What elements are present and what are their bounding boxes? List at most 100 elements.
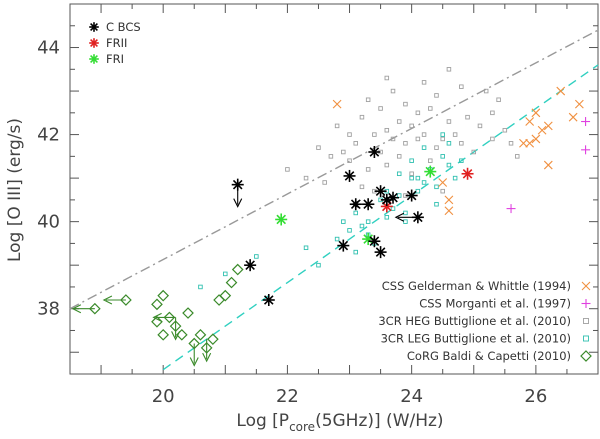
- data-point: [409, 175, 414, 181]
- data-point: [225, 276, 238, 289]
- data-point: [556, 86, 566, 96]
- data-point: [341, 219, 346, 224]
- data-point: [353, 141, 358, 146]
- data-point: [525, 117, 535, 126]
- data-point: [415, 188, 421, 194]
- data-point: [421, 132, 427, 137]
- data-point: [574, 99, 584, 109]
- data-point: [403, 219, 408, 224]
- x-axis-title: Log [Pcore(5GHz)] (W/Hz): [236, 411, 443, 434]
- data-point: [477, 123, 483, 129]
- data-point: [328, 154, 334, 159]
- data-point: [359, 184, 365, 190]
- data-point: [444, 206, 454, 216]
- data-point: [440, 188, 445, 194]
- data-point: [409, 123, 414, 129]
- data-point: [374, 185, 387, 198]
- fit-line: [69, 29, 599, 310]
- tick-labels: 20 22 24 26 38 40 42 44: [37, 38, 547, 407]
- legend-label: FRI: [106, 52, 124, 66]
- data-point: [396, 119, 402, 124]
- data-point: [581, 145, 591, 155]
- data-point: [365, 219, 371, 224]
- data-point: [353, 210, 358, 216]
- data-point: [275, 213, 288, 226]
- legend-marker: [583, 335, 589, 342]
- data-point: [446, 141, 452, 146]
- data-point: [182, 307, 194, 319]
- left-limit-arrow: [152, 312, 176, 322]
- data-point: [378, 106, 383, 111]
- data-point: [334, 236, 340, 242]
- data-point: [459, 141, 464, 146]
- data-point: [446, 119, 452, 124]
- y-tick-label: 38: [37, 299, 60, 320]
- data-point: [359, 223, 365, 229]
- data-point: [303, 245, 309, 251]
- data-point: [421, 145, 427, 150]
- data-point: [285, 167, 290, 172]
- legend-marker: [89, 38, 99, 48]
- fit-line: [162, 64, 599, 371]
- data-point: [440, 136, 445, 142]
- data-point: [157, 289, 170, 302]
- data-point: [543, 160, 553, 170]
- x-axis-title-subscript: core: [289, 420, 315, 434]
- x-tick-label: 22: [276, 386, 299, 407]
- data-point: [244, 259, 257, 272]
- data-point: [514, 154, 520, 159]
- data-point: [424, 165, 437, 178]
- data-point: [88, 302, 101, 315]
- data-point: [444, 195, 454, 205]
- data-point: [490, 136, 495, 142]
- data-point: [459, 84, 464, 89]
- data-point: [483, 88, 489, 94]
- legend-marker: [583, 318, 589, 324]
- data-point: [403, 101, 408, 107]
- data-point: [415, 175, 421, 181]
- limit-arrows: [71, 184, 418, 367]
- fit-lines: [69, 29, 599, 371]
- data-point: [543, 121, 553, 131]
- data-point: [387, 191, 400, 204]
- legend-label: C BCS: [106, 20, 141, 34]
- axis-ticks: [70, 3, 599, 374]
- top-legend: C BCS FRII FRI: [89, 20, 141, 66]
- upper-limit-arrow: [171, 317, 181, 341]
- data-point: [353, 249, 358, 255]
- data-point: [415, 110, 421, 116]
- data-point: [316, 145, 321, 150]
- data-point: [403, 210, 408, 216]
- data-point: [303, 175, 309, 181]
- data-point: [502, 127, 508, 133]
- legend-marker: [581, 281, 591, 291]
- upper-limit-arrow: [202, 339, 212, 363]
- data-point: [365, 167, 371, 172]
- x-axis-title-prefix: Log [P: [236, 411, 289, 431]
- legend-marker: [581, 299, 591, 308]
- data-point: [390, 206, 396, 211]
- data-point: [440, 132, 445, 137]
- left-limit-arrow: [71, 304, 95, 314]
- data-point: [157, 328, 170, 341]
- data-point: [368, 235, 381, 248]
- legend-marker: [89, 22, 99, 32]
- data-point: [452, 175, 458, 181]
- data-point: [198, 284, 203, 290]
- data-point: [421, 180, 427, 185]
- data-point: [461, 167, 474, 180]
- data-point: [254, 254, 259, 259]
- data-point: [213, 294, 225, 306]
- left-limit-arrow: [351, 199, 375, 209]
- data-point: [428, 158, 433, 163]
- data-point: [531, 108, 541, 118]
- legend-marker: [89, 54, 99, 64]
- data-point: [384, 215, 390, 220]
- data-point: [207, 333, 219, 346]
- legend-label: 3CR LEG Buttiglione et al. (2010): [381, 332, 571, 346]
- data-point: [434, 184, 439, 190]
- data-point: [459, 158, 464, 163]
- data-point: [403, 141, 408, 146]
- data-point: [334, 123, 340, 129]
- data-point: [396, 154, 402, 159]
